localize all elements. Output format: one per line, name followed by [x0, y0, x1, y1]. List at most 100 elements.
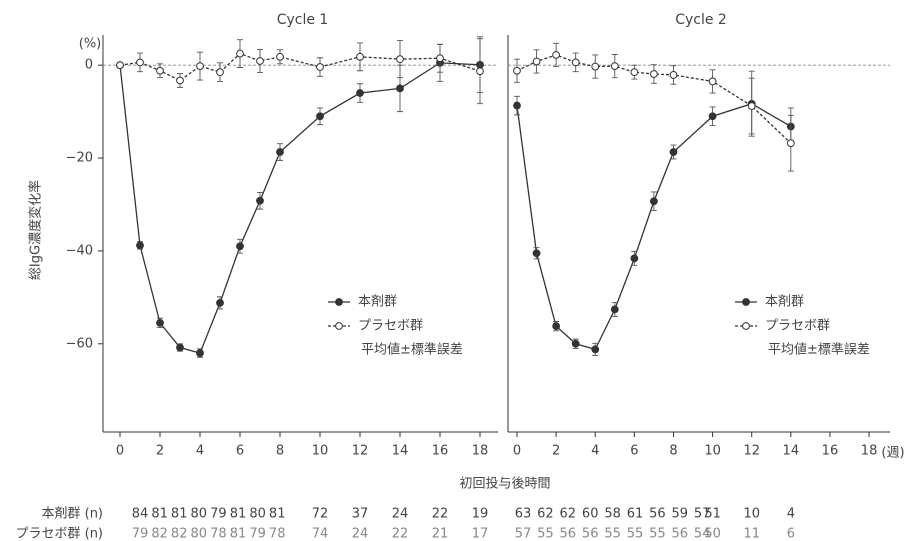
point — [552, 51, 561, 59]
x-unit: (週) — [881, 446, 904, 461]
y-unit: (%) — [79, 37, 102, 52]
x-tick-label: 10 — [312, 444, 329, 459]
n-value: 79 — [132, 527, 149, 541]
x-tick-label: 16 — [822, 444, 839, 459]
point — [256, 57, 264, 65]
point — [256, 196, 264, 205]
point — [216, 299, 224, 307]
point — [747, 102, 756, 110]
n-value: 11 — [743, 527, 760, 541]
n-value: 6 — [787, 527, 795, 541]
y-tick-label: −60 — [66, 336, 93, 351]
series-line — [119, 52, 481, 82]
x-tick-label: 0 — [116, 444, 124, 459]
point — [316, 112, 324, 121]
n-value: 55 — [649, 527, 666, 541]
n-value: 59 — [672, 507, 689, 522]
n-value: 55 — [627, 527, 644, 541]
n-value: 50 — [704, 527, 721, 541]
legend-note: 平均値±標準誤差 — [768, 342, 870, 358]
point — [591, 62, 600, 71]
n-value: 10 — [743, 507, 760, 522]
x-axis-label: 初回投与後時間 — [459, 476, 550, 492]
legend-marker — [742, 322, 750, 330]
n-value: 81 — [230, 507, 247, 522]
n-value: 56 — [582, 527, 599, 541]
legend-label: 本剤群 — [765, 294, 804, 310]
legend-marker — [335, 322, 343, 330]
n-value: 72 — [312, 507, 329, 522]
x-tick-label: 18 — [861, 444, 878, 459]
point — [156, 318, 164, 327]
point — [708, 77, 717, 86]
n-value: 61 — [627, 507, 644, 522]
n-value: 58 — [604, 507, 621, 522]
x-tick-label: 14 — [392, 444, 409, 459]
point — [316, 63, 324, 71]
x-tick-label: 2 — [552, 444, 560, 459]
y-axis-label: 総IgG濃度変化率 — [28, 180, 44, 280]
point — [476, 67, 484, 76]
point — [216, 68, 224, 77]
n-value: 24 — [392, 507, 409, 522]
n-value: 80 — [249, 507, 266, 522]
n-value: 4 — [787, 507, 795, 522]
point — [276, 148, 284, 156]
point — [708, 112, 717, 121]
n-value: 81 — [171, 507, 188, 522]
panel-title: Cycle 1 — [277, 12, 329, 28]
n-value: 60 — [582, 507, 599, 522]
x-tick-label: 0 — [513, 444, 521, 459]
n-value: 22 — [392, 527, 409, 541]
series-line — [516, 54, 792, 144]
point — [136, 241, 144, 250]
n-value: 17 — [472, 527, 489, 541]
series-line — [516, 103, 792, 351]
n-value: 82 — [151, 527, 168, 541]
x-tick-label: 14 — [783, 444, 800, 459]
point — [650, 70, 658, 78]
legend-label: プラセボ群 — [358, 319, 423, 334]
n-value: 84 — [132, 507, 149, 522]
n-value: 79 — [249, 527, 266, 541]
x-tick-label: 8 — [276, 444, 284, 459]
n-row-label: 本剤群 (n) — [41, 506, 103, 522]
point — [116, 61, 124, 70]
legend-label: 本剤群 — [358, 294, 397, 310]
n-value: 78 — [210, 527, 227, 541]
n-row-label: プラセボ群 (n) — [15, 527, 103, 541]
n-value: 21 — [432, 527, 449, 541]
legend-label: プラセボ群 — [765, 319, 830, 334]
x-tick-label: 8 — [669, 444, 677, 459]
x-tick-label: 18 — [472, 444, 489, 459]
point — [356, 52, 364, 61]
x-tick-label: 2 — [156, 444, 164, 459]
point — [552, 322, 561, 331]
n-value: 57 — [515, 527, 532, 541]
point — [630, 68, 639, 77]
n-value: 22 — [432, 507, 449, 522]
point — [610, 62, 619, 71]
n-value: 56 — [649, 507, 666, 522]
n-value: 55 — [604, 527, 621, 541]
legend-note: 平均値±標準誤差 — [361, 342, 463, 358]
n-value: 63 — [515, 507, 532, 522]
point — [513, 66, 521, 75]
point — [196, 349, 204, 357]
y-tick-label: −20 — [66, 151, 93, 166]
point — [513, 101, 521, 110]
series-line — [119, 62, 481, 354]
x-tick-label: 12 — [743, 444, 760, 459]
x-tick-label: 10 — [704, 444, 721, 459]
point — [532, 249, 541, 258]
point — [630, 254, 639, 263]
point — [396, 55, 404, 64]
n-value: 81 — [230, 527, 247, 541]
point — [669, 148, 678, 156]
point — [356, 89, 364, 97]
n-value: 82 — [171, 527, 188, 541]
n-value: 81 — [151, 507, 168, 522]
point — [786, 139, 795, 148]
n-value: 80 — [191, 507, 208, 522]
